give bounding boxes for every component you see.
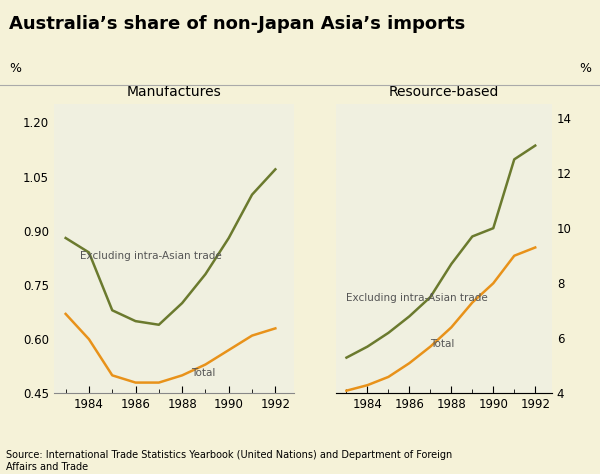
Title: Manufactures: Manufactures (127, 85, 221, 99)
Text: Excluding intra-Asian trade: Excluding intra-Asian trade (80, 252, 221, 262)
Text: Total: Total (430, 339, 455, 349)
Text: Source: International Trade Statistics Yearbook (United Nations) and Department : Source: International Trade Statistics Y… (6, 450, 452, 472)
Text: %: % (579, 62, 591, 75)
Text: Australia’s share of non-Japan Asia’s imports: Australia’s share of non-Japan Asia’s im… (9, 15, 465, 33)
Text: Total: Total (191, 368, 216, 378)
Title: Resource-based: Resource-based (389, 85, 499, 99)
Text: %: % (9, 62, 21, 75)
Text: Excluding intra-Asian trade: Excluding intra-Asian trade (346, 292, 488, 302)
